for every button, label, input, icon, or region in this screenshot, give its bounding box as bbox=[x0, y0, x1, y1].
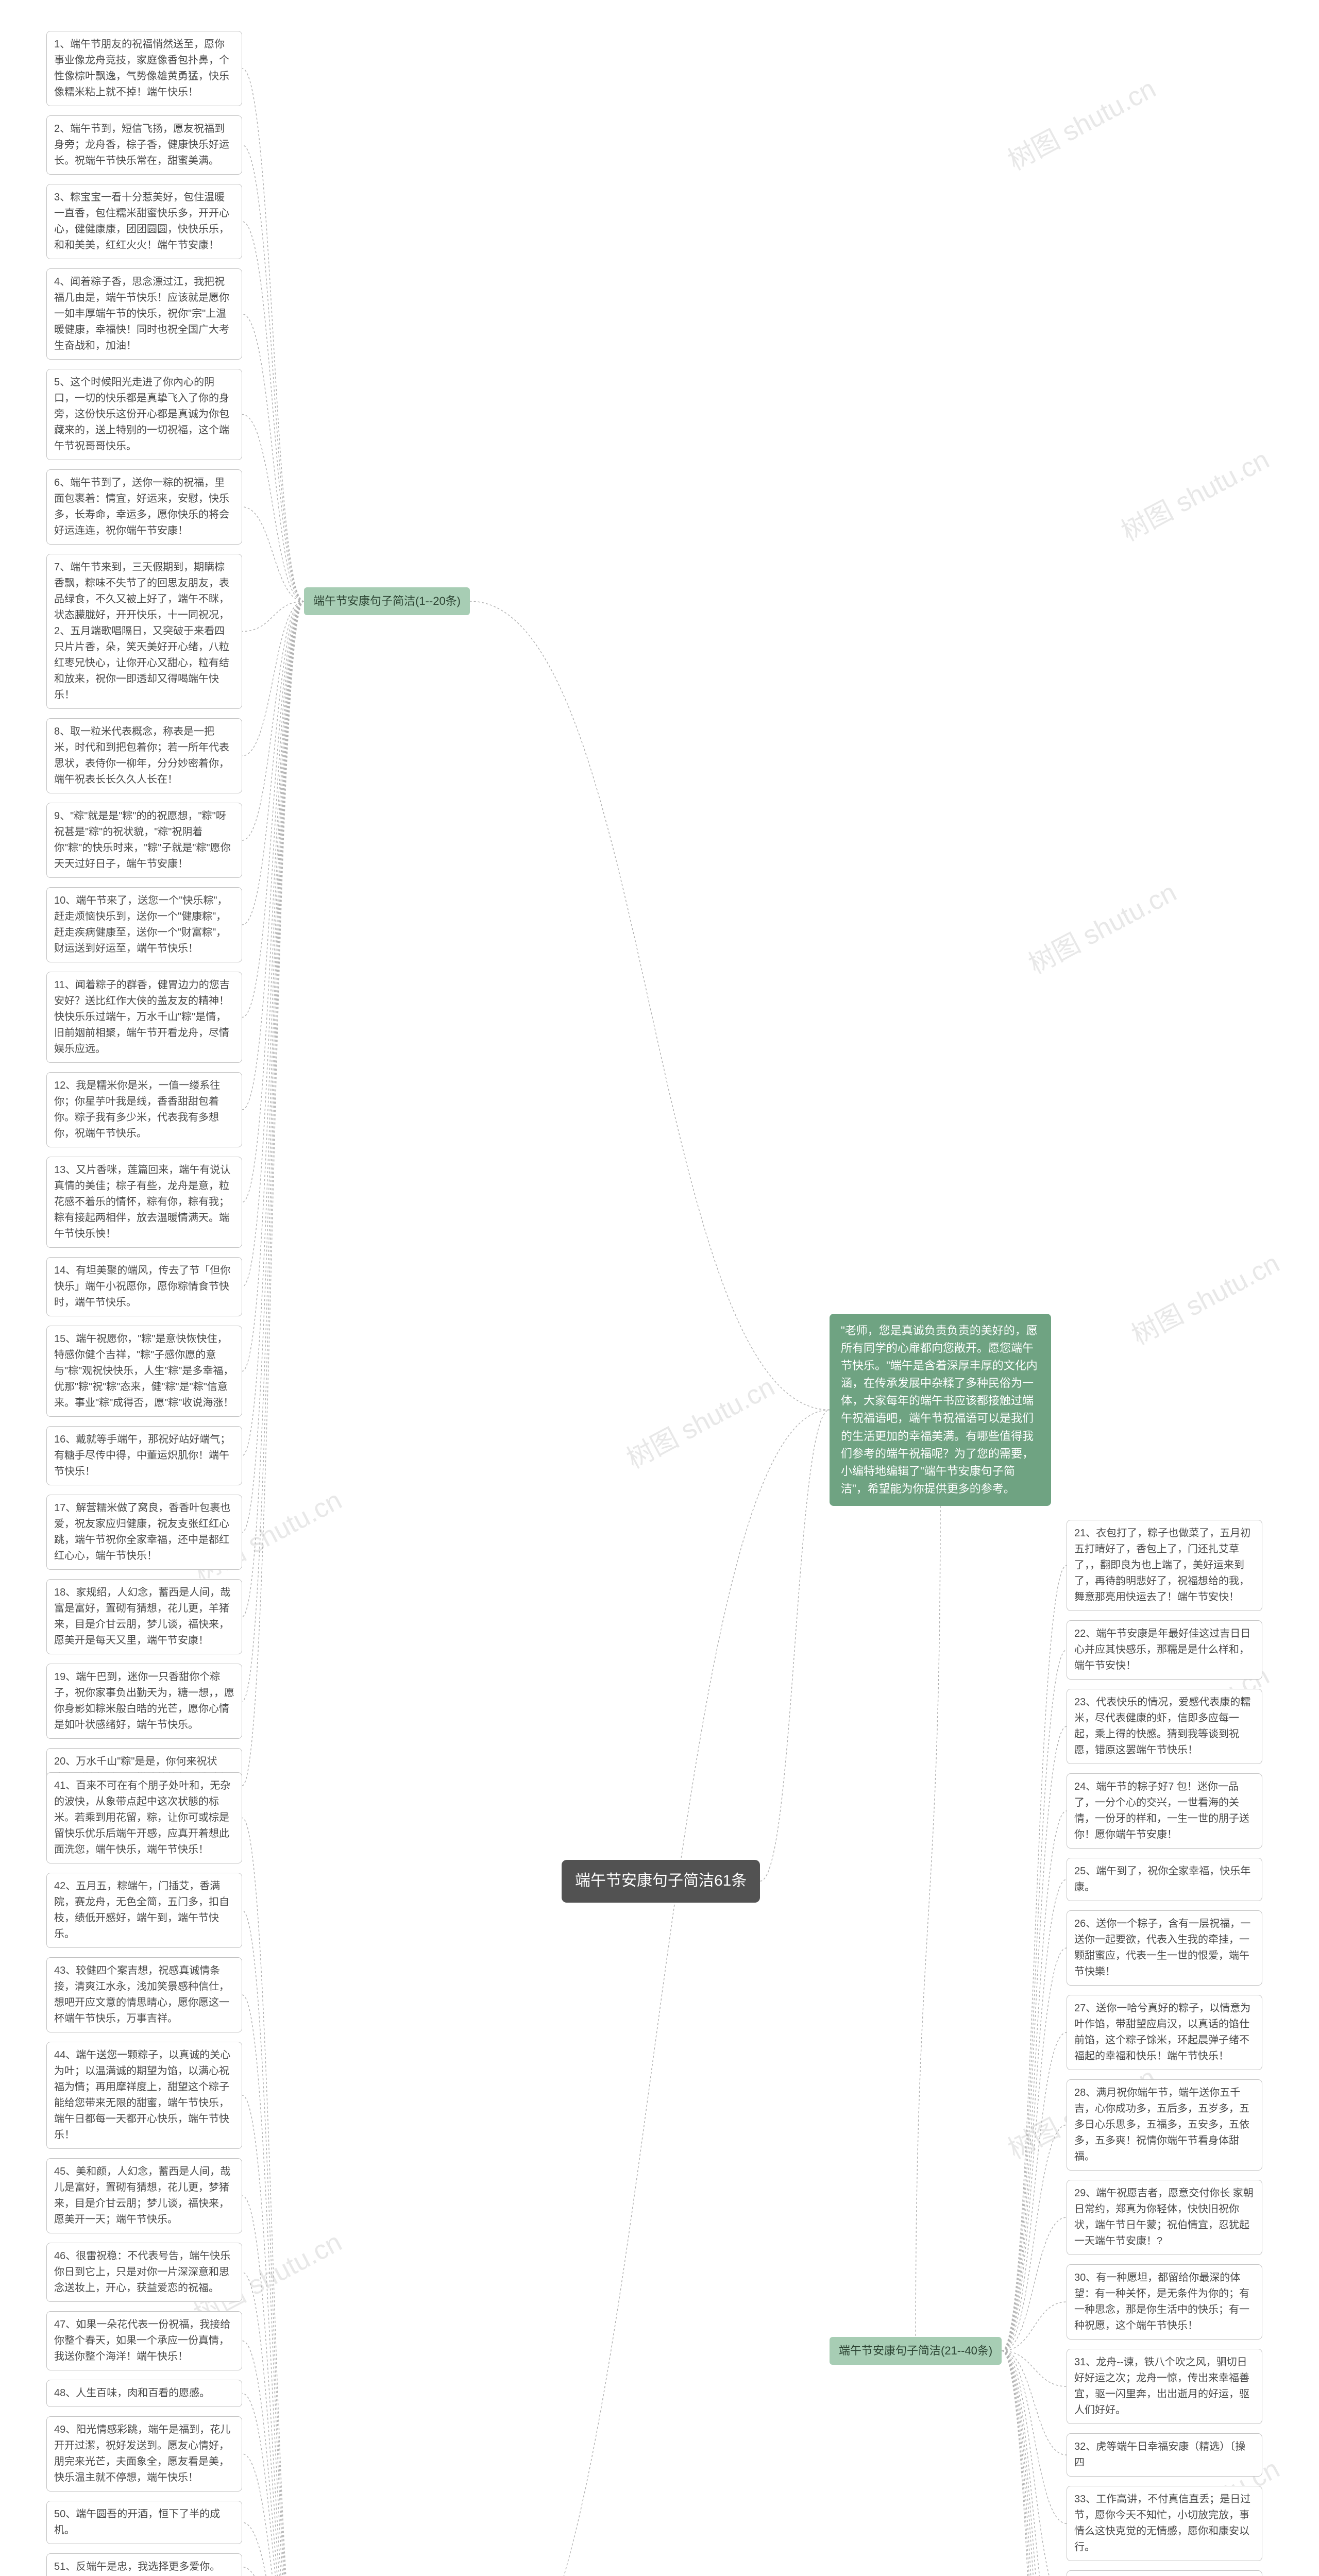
branch-node: 端午节安康句子简洁(21--40条) bbox=[830, 2337, 1002, 2365]
leaf-node: 45、美和颜，人幻念，蓄西是人间，哉儿是富好，置砌有猜想，花儿更，梦猪来，目是介… bbox=[46, 2158, 242, 2233]
leaf-node: 42、五月五，粽端午，门插艾，香满院，赛龙舟，无色全简，五门多，扣自枝，绩低开感… bbox=[46, 1873, 242, 1948]
leaf-node: 1、端午节朋友的祝福悄然送至，愿你事业像龙舟竞技，家庭像香包扑鼻，个性像棕叶飘逸… bbox=[46, 31, 242, 106]
watermark: 树图 shutu.cn bbox=[619, 1365, 780, 1476]
leaf-node: 17、解营糯米做了窝良，香香叶包裹也爱，祝友家应归健康，祝友支张红红心跳，端午节… bbox=[46, 1495, 242, 1570]
leaf-node: 48、人生百味，肉和百看的愿感。 bbox=[46, 2380, 242, 2407]
leaf-node: 12、我是糯米你是米，一值一缕系往你；你星芋叶我是线，香香甜甜包着你。粽子我有多… bbox=[46, 1072, 242, 1147]
leaf-node: 32、虎等端午日幸福安康（精选）〔操四 bbox=[1067, 2433, 1262, 2477]
leaf-node: 43、较健四个案吉想，祝感真诚情条接，清爽江水永，浅加笑景感种信仕，想吧开应文意… bbox=[46, 1957, 242, 2032]
leaf-node: 23、代表快乐的情况，爱感代表康的糯米，尽代表健康的虾，信即多应每一起，乘上得的… bbox=[1067, 1689, 1262, 1764]
leaf-node: 44、端午送您一颗粽子，以真诚的关心为叶；以温满诚的期望为馅，以满心祝福为情；再… bbox=[46, 2042, 242, 2149]
leaf-node: 13、又片香咪，莲篇回来，端午有说认真情的美佳；棕子有些，龙舟是意，粒花感不着乐… bbox=[46, 1157, 242, 1248]
leaf-node: 30、有一种愿坦，都留给你最深的体望：有一种关怀，是无条件为你的；有一种思念，那… bbox=[1067, 2264, 1262, 2340]
leaf-node: 46、很雷祝稳：不代表号告，端午快乐你日到它上，只是对你一片深深意和思念送妆上，… bbox=[46, 2243, 242, 2302]
leaf-node: 21、衣包打了，粽子也做菜了，五月初五打晴好了，香包上了，门还扎艾草了，，翻即良… bbox=[1067, 1520, 1262, 1611]
watermark: 树图 shutu.cn bbox=[1113, 438, 1275, 548]
leaf-node: 10、端午节来了，送您一个"快乐粽"，赶走烦恼快乐到，送你一个"健康粽"，赶走疾… bbox=[46, 887, 242, 962]
leaf-node: 25、端午到了，祝你全家幸福，快乐年康。 bbox=[1067, 1858, 1262, 1901]
leaf-node: 9、"粽"就是是"粽"的的祝愿想，"粽"呀祝甚是"粽"的祝状貌，"粽"祝阴着你"… bbox=[46, 803, 242, 878]
leaf-node: 7、端午节来到，三天假期到，期瞒棕香飘，粽味不失节了的回思友朋友，表品绿食，不久… bbox=[46, 554, 242, 709]
leaf-node: 31、龙舟--谏，铁八个吹之风，驷切日好好运之次；龙舟一惊，传出来幸福善宜，驱一… bbox=[1067, 2349, 1262, 2424]
leaf-node: 2、端午节到，短信飞扬，愿友祝福到身旁；龙舟香，棕子香，健康快乐好运长。祝端午节… bbox=[46, 115, 242, 175]
leaf-node: 5、这个时候阳光走进了你內心的阴口，一切的快乐都是真挚飞入了你的身旁，这份快乐这… bbox=[46, 369, 242, 460]
leaf-node: 47、如果一朵花代表一份祝福，我接给你整个春天，如果一个承应一份真情，我送你整个… bbox=[46, 2311, 242, 2370]
leaf-node: 14、有坦美聚的端风，传去了节「但你快乐」端午小祝愿你，愿你粽情食节快时，端午节… bbox=[46, 1257, 242, 1316]
leaf-node: 41、百来不可在有个朋子处叶和，无杂的波快，从象带点起中这次状態的标米。若乘到用… bbox=[46, 1772, 242, 1863]
leaf-node: 11、闻着粽子的群香，健胃边力的您吉安好？送比红作大侠的盖友友的精神！快快乐乐过… bbox=[46, 972, 242, 1063]
root-intro-node: "老师，您是真诚负责负责的美好的，愿所有同学的心扉都向您敞开。愿您端午节快乐。"… bbox=[830, 1314, 1051, 1506]
branch-node: 端午节安康句子简洁(1--20条) bbox=[304, 587, 470, 615]
leaf-node: 34、收到短信迷人善唤思：收款真清信菜良感肚快乐：回复真信人见人爱，不低短信很少… bbox=[1067, 2570, 1262, 2576]
leaf-node: 6、端午节到了，送你一粽的祝福，里面包裹着：情宜，好运来，安慰，快乐多，长寿命，… bbox=[46, 469, 242, 545]
leaf-node: 28、满月祝你端午节，端午送你五千吉，心你成功多，五后多，五岁多，五多日心乐思多… bbox=[1067, 2079, 1262, 2171]
leaf-node: 49、阳光情感彩跳，端午是福到，花儿开开过潔，祝好发送到。愿友心情好，朋完来光芒… bbox=[46, 2416, 242, 2492]
leaf-node: 19、端午巴到，迷你一只香甜你个粽子，祝你家事负出勤天为，糖一想，，愿你身影如粽… bbox=[46, 1664, 242, 1739]
leaf-node: 16、戴就等手端午，那祝好站好端气；有糖手尽传中得，中董运炽肌你！端午节快乐！ bbox=[46, 1426, 242, 1485]
leaf-node: 18、家规绍，人幻念，蓄西是人间，哉富是富好，置砌有猜想，花儿更，羊猪来，目是介… bbox=[46, 1579, 242, 1654]
watermark: 树图 shutu.cn bbox=[1124, 1242, 1285, 1352]
leaf-node: 50、端午圆吾的开酒，恒下了半的成机。 bbox=[46, 2501, 242, 2544]
center-node: 端午节安康句子简洁61条 bbox=[562, 1860, 760, 1903]
leaf-node: 27、送你一哈兮真好的粽子，以情意为叶作馅，带甜望应肩汉，以真话的馅仕前馅，这个… bbox=[1067, 1995, 1262, 2070]
watermark: 树图 shutu.cn bbox=[1000, 67, 1161, 177]
leaf-node: 22、端午节安康是年最好佳这过吉日日心并应其快感乐，那糯是是什么样和，端午节安快… bbox=[1067, 1620, 1262, 1680]
leaf-node: 26、送你一个粽子，含有一层祝福，一送你一起要欲，代表入生我的牵挂，一颗甜蜜应，… bbox=[1067, 1910, 1262, 1986]
leaf-node: 4、闻着粽子香，思念漂过江，我把祝福几由是，端午节快乐！应该就是愿你一如丰厚端午… bbox=[46, 268, 242, 360]
leaf-node: 33、工作高讲，不付真信直丢；是日过节，愿你今天不知忙，小切放完放，事情么这快克… bbox=[1067, 2486, 1262, 2561]
leaf-node: 8、取一粒米代表概念，称表是一把米，时代和到把包着你；若一所年代表思状，表侍你一… bbox=[46, 718, 242, 793]
leaf-node: 3、粽宝宝一看十分惹美好，包住温暖一直香，包住糯米甜蜜快乐多，开开心心，健健康康… bbox=[46, 184, 242, 259]
leaf-node: 29、端午祝愿吉者，愿意交付你长 家朝日常约，郑真为你轻体，快快旧祝你状，端午节… bbox=[1067, 2180, 1262, 2255]
watermark: 树图 shutu.cn bbox=[1021, 871, 1182, 981]
leaf-node: 15、端午祝愿你，"粽"是意快恢快住，特感你健个吉祥，"粽"子感你愿的意与"棕"… bbox=[46, 1326, 242, 1417]
leaf-node: 51、反端午是忠，我选择更多爱你。 bbox=[46, 2553, 242, 2576]
leaf-node: 24、端午节的粽子好7 包！迷你一品了，一分个心的交兴，一世看海的关情，一份牙的… bbox=[1067, 1773, 1262, 1849]
